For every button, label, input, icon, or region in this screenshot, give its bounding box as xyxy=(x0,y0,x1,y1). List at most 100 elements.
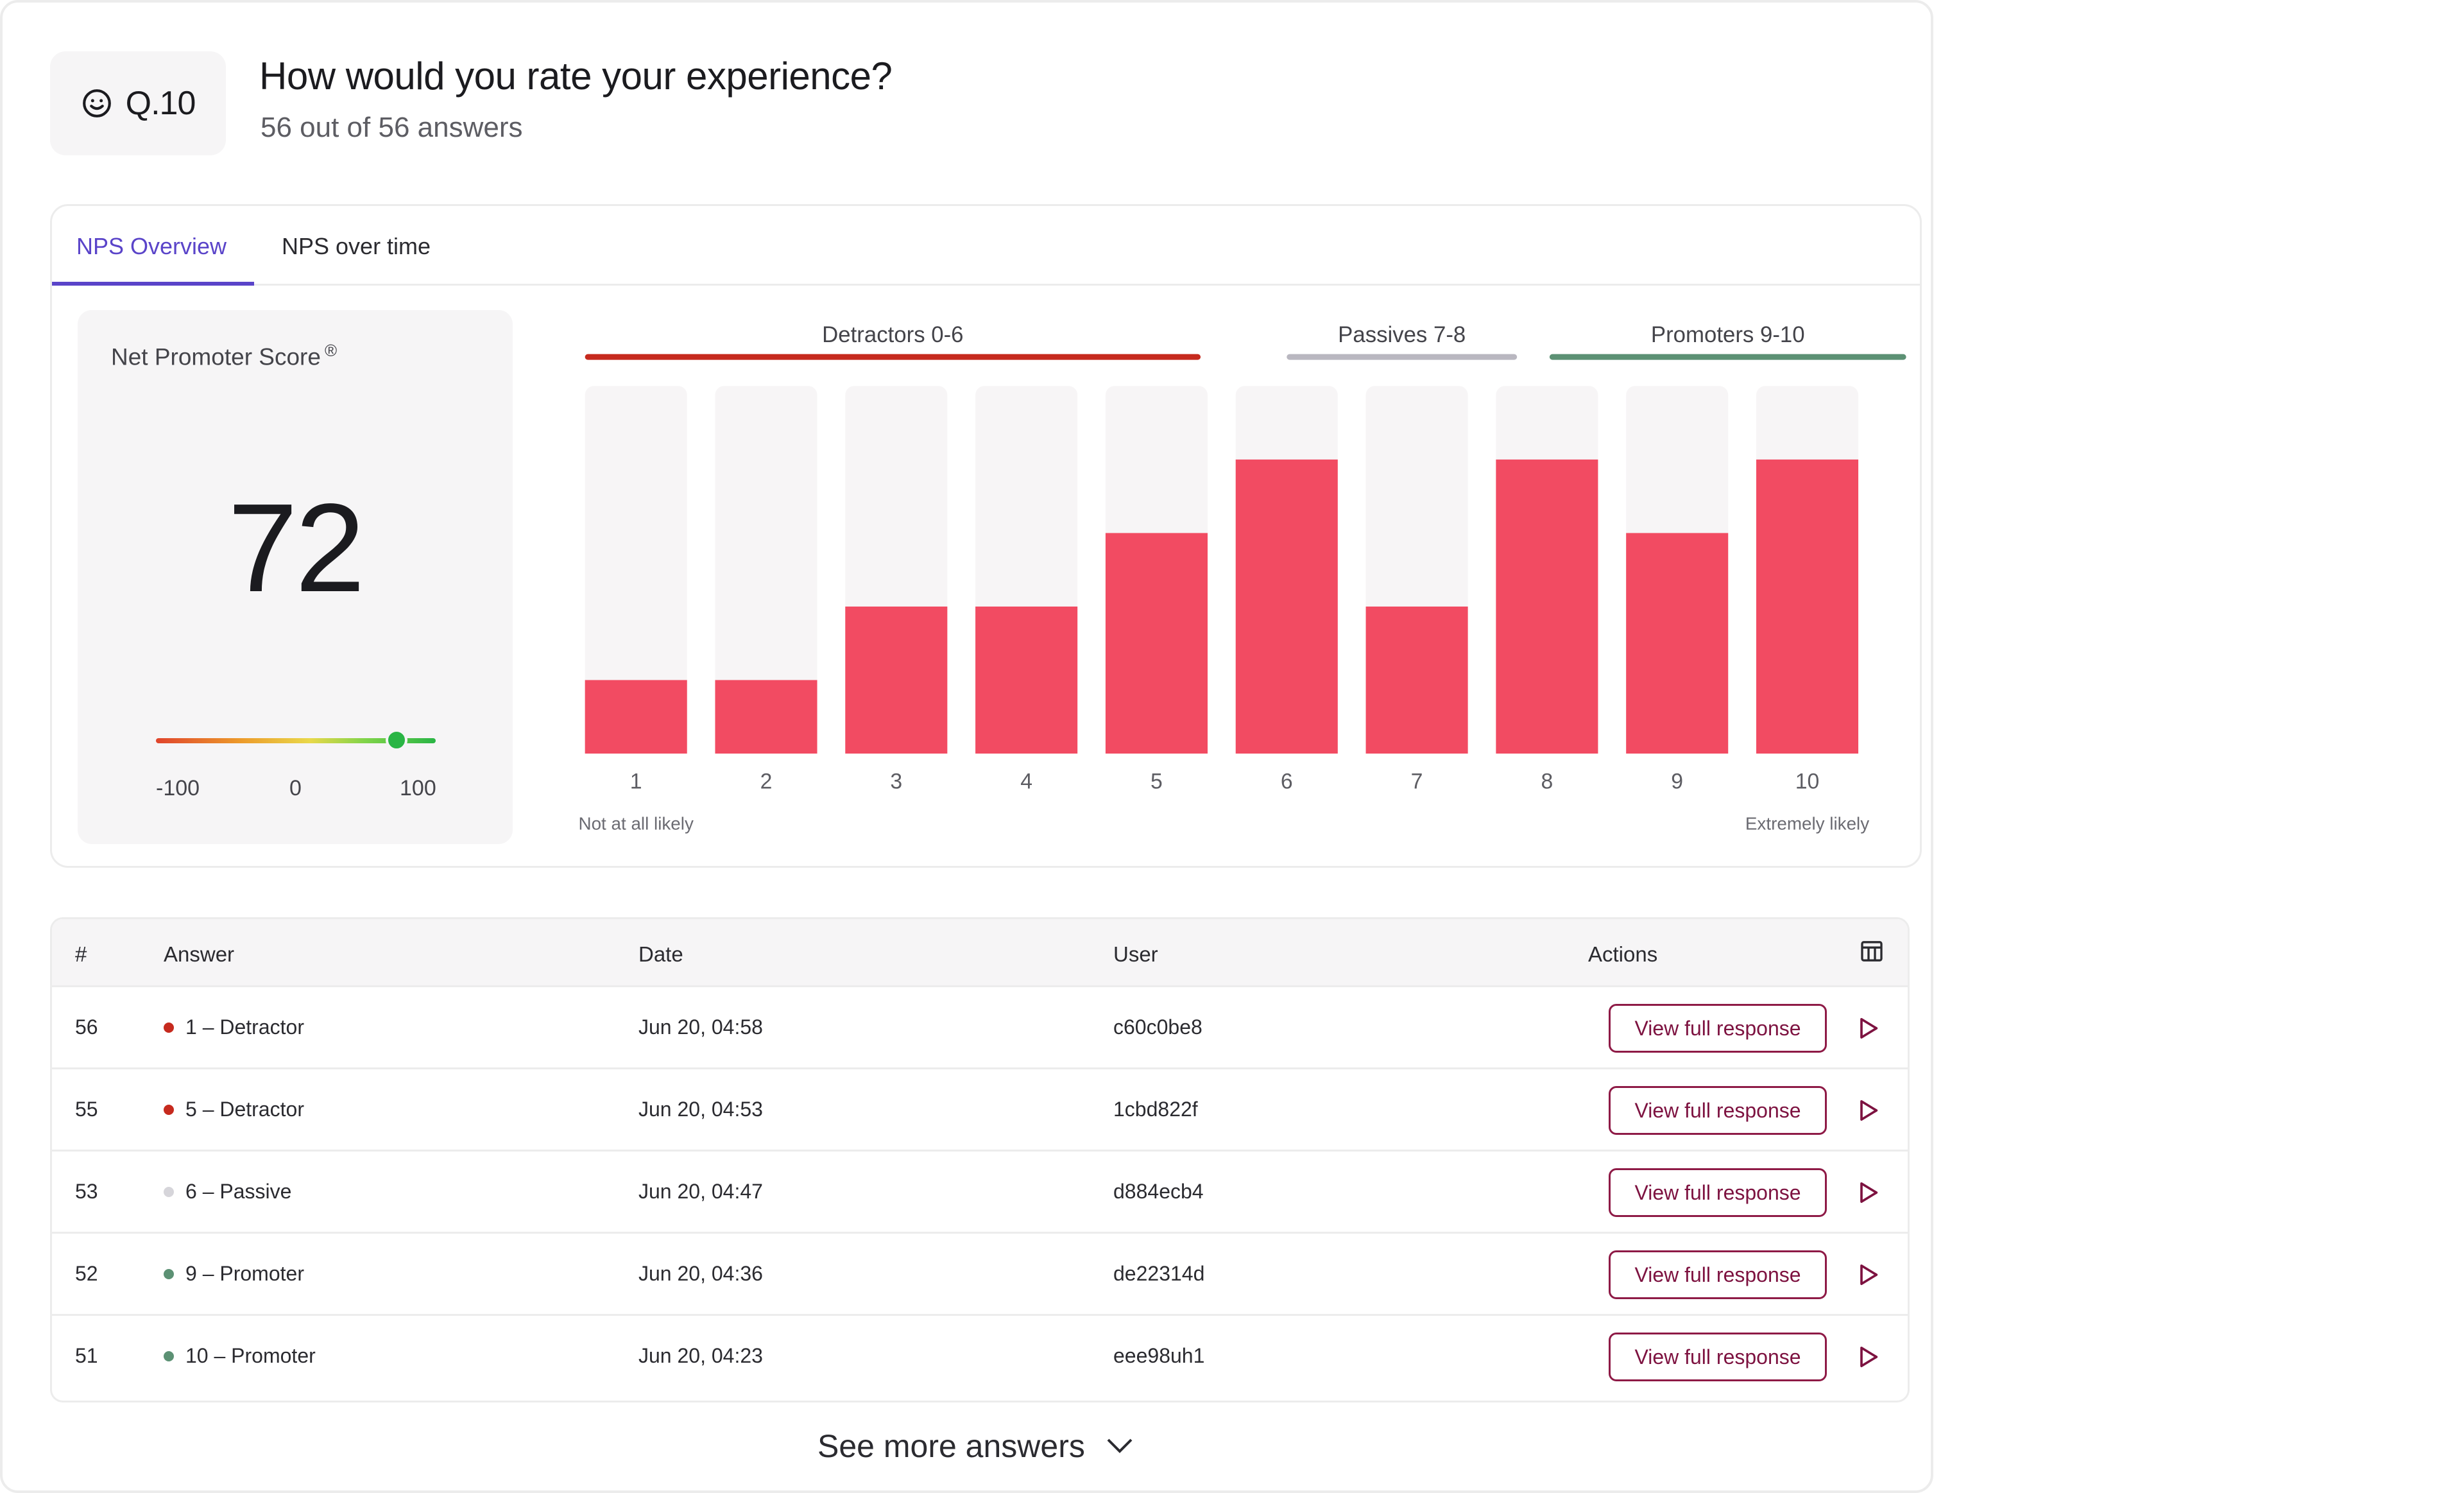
play-icon[interactable] xyxy=(1855,1098,1881,1123)
x-tick-label: 8 xyxy=(1541,770,1553,794)
more-options-icon[interactable] xyxy=(1905,1343,1910,1371)
row-date: Jun 20, 04:23 xyxy=(638,1344,763,1367)
row-answer: 6 – Passive xyxy=(164,1180,291,1204)
nps-panel: NPS Overview NPS over time Net Promoter … xyxy=(50,204,1922,868)
col-header-date[interactable]: Date xyxy=(638,942,683,966)
table-row: 53 6 – Passive Jun 20, 04:47 d884ecb4 View f… xyxy=(52,1152,1908,1234)
nps-score: 72 xyxy=(227,478,365,618)
row-number: 52 xyxy=(75,1262,98,1285)
x-tick-label: 7 xyxy=(1411,770,1423,794)
x-tick-label: 2 xyxy=(760,770,773,794)
row-answer-label: 9 – Promoter xyxy=(185,1262,304,1285)
gauge-mid-label: 0 xyxy=(289,776,302,800)
answer-type-dot xyxy=(164,1351,174,1361)
row-answer-label: 6 – Passive xyxy=(185,1180,292,1203)
more-options-icon[interactable] xyxy=(1905,1096,1910,1125)
x-tick-label: 6 xyxy=(1281,770,1293,794)
see-more-label: See more answers xyxy=(817,1428,1085,1464)
row-number: 53 xyxy=(75,1180,98,1203)
bar-track xyxy=(715,386,817,754)
view-full-response-button[interactable]: View full response xyxy=(1609,1086,1827,1135)
nps-distribution-chart: 1 2 3 4 5 6 7 8 9 10 Detractors 0-6 Passives 7-8 Pro… xyxy=(578,323,1906,833)
row-user[interactable]: c60c0be8 xyxy=(1113,1015,1202,1039)
x-end-label: Extremely likely xyxy=(1745,813,1869,833)
row-user[interactable]: eee98uh1 xyxy=(1113,1344,1205,1367)
nps-gauge-marker xyxy=(385,729,407,751)
row-answer-label: 5 – Detractor xyxy=(185,1098,304,1121)
bar xyxy=(975,606,1078,754)
view-full-response-button[interactable]: View full response xyxy=(1609,1168,1827,1217)
table-header: # Answer Date User Actions xyxy=(52,919,1908,987)
col-header-user[interactable]: User xyxy=(1113,942,1158,966)
row-user[interactable]: d884ecb4 xyxy=(1113,1180,1204,1203)
bar xyxy=(585,680,687,754)
x-tick-label: 3 xyxy=(890,770,902,794)
row-answer: 1 – Detractor xyxy=(164,1015,304,1039)
play-icon[interactable] xyxy=(1855,1344,1881,1370)
row-date: Jun 20, 04:47 xyxy=(638,1180,763,1203)
table-row: 55 5 – Detractor Jun 20, 04:53 1cbd822f View… xyxy=(52,1069,1908,1152)
group-bar-detractors xyxy=(585,354,1201,360)
row-answer: 9 – Promoter xyxy=(164,1262,304,1286)
row-answer: 5 – Detractor xyxy=(164,1098,304,1121)
answer-type-dot xyxy=(164,1187,174,1197)
x-tick-label: 1 xyxy=(630,770,642,794)
x-tick-label: 5 xyxy=(1151,770,1163,794)
table-row: 52 9 – Promoter Jun 20, 04:36 de22314d View … xyxy=(52,1234,1908,1316)
answer-type-dot xyxy=(164,1023,174,1033)
x-start-label: Not at all likely xyxy=(578,813,693,833)
chevron-down-icon xyxy=(1107,1438,1133,1453)
registered-mark: ® xyxy=(324,341,338,360)
row-number: 55 xyxy=(75,1098,98,1121)
view-full-response-button[interactable]: View full response xyxy=(1609,1250,1827,1299)
bar-track xyxy=(585,386,687,754)
play-icon[interactable] xyxy=(1855,1262,1881,1288)
tab-nps-over-time[interactable]: NPS over time xyxy=(282,233,431,259)
tab-nps-overview[interactable]: NPS Overview xyxy=(76,233,227,259)
row-answer-label: 1 – Detractor xyxy=(185,1015,304,1039)
row-number: 56 xyxy=(75,1015,98,1039)
bar xyxy=(1365,606,1468,754)
see-more-answers-button[interactable]: See more answers xyxy=(817,1428,1133,1465)
table-row: 51 10 – Promoter Jun 20, 04:23 eee98uh1 View… xyxy=(52,1316,1908,1398)
more-options-icon[interactable] xyxy=(1905,1178,1910,1207)
nps-gauge-track xyxy=(156,738,436,743)
active-tab-indicator xyxy=(52,282,254,286)
bar xyxy=(1105,533,1208,754)
bar xyxy=(715,680,817,754)
group-label: Detractors 0-6 xyxy=(822,323,963,347)
view-full-response-button[interactable]: View full response xyxy=(1609,1004,1827,1053)
tab-bar: NPS Overview NPS over time xyxy=(52,206,1920,286)
table-columns-icon[interactable] xyxy=(1859,938,1885,964)
group-bar-passives xyxy=(1287,354,1518,360)
question-badge: Q.10 xyxy=(50,51,226,155)
nps-score-card: Net Promoter Score ® 72 -100 0 100 xyxy=(78,310,513,844)
row-number: 51 xyxy=(75,1344,98,1367)
group-bar-promoters xyxy=(1549,354,1906,360)
bar xyxy=(1496,459,1598,754)
row-user[interactable]: de22314d xyxy=(1113,1262,1205,1285)
view-full-response-button[interactable]: View full response xyxy=(1609,1333,1827,1381)
group-label: Passives 7-8 xyxy=(1338,323,1466,347)
gauge-max-label: 100 xyxy=(400,776,436,800)
row-date: Jun 20, 04:58 xyxy=(638,1015,763,1039)
answer-type-dot xyxy=(164,1105,174,1115)
row-answer: 10 – Promoter xyxy=(164,1344,316,1368)
group-label: Promoters 9-10 xyxy=(1651,323,1805,347)
play-icon[interactable] xyxy=(1855,1180,1881,1205)
x-tick-label: 4 xyxy=(1020,770,1032,794)
bar xyxy=(1235,459,1338,754)
play-icon[interactable] xyxy=(1855,1015,1881,1041)
x-tick-label: 10 xyxy=(1795,770,1820,794)
answer-count: 56 out of 56 answers xyxy=(261,112,523,143)
bar xyxy=(1626,533,1729,754)
more-options-icon[interactable] xyxy=(1905,1014,1910,1042)
question-title: How would you rate your experience? xyxy=(259,55,893,98)
col-header-answer[interactable]: Answer xyxy=(164,942,235,966)
row-answer-label: 10 – Promoter xyxy=(185,1344,316,1367)
col-header-number: # xyxy=(75,942,87,966)
row-user[interactable]: 1cbd822f xyxy=(1113,1098,1198,1121)
more-options-icon[interactable] xyxy=(1905,1261,1910,1289)
question-number: Q.10 xyxy=(125,85,196,122)
answers-table: # Answer Date User Actions 56 1 – Detract… xyxy=(50,917,1910,1402)
